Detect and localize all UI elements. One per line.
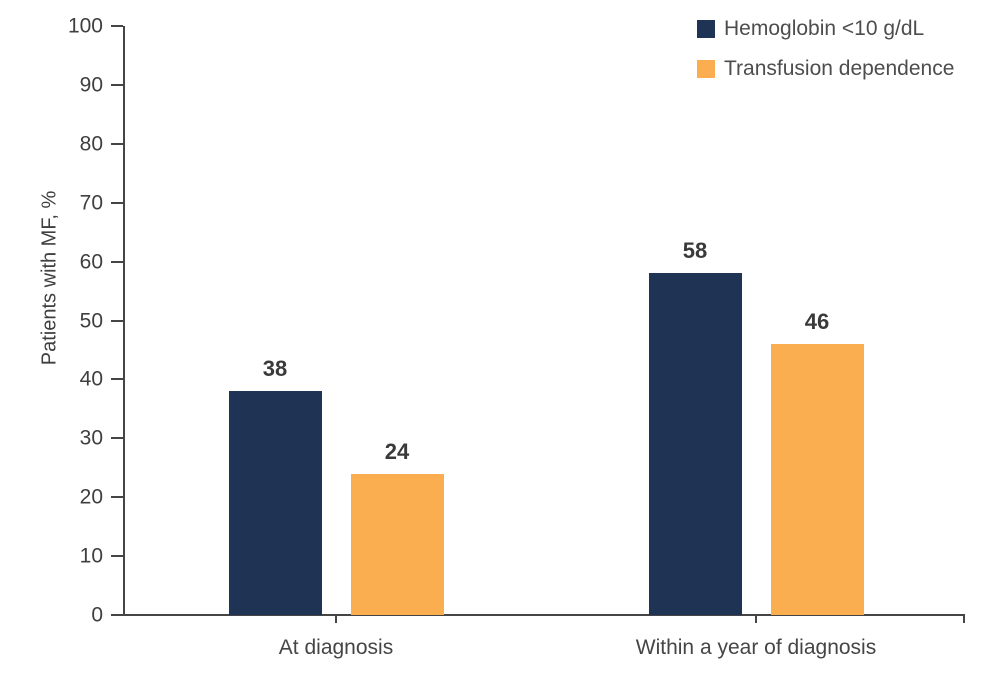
y-tick-label: 30 [79, 426, 103, 450]
legend-swatch-icon [697, 60, 715, 78]
bar-hemoglobin-cat0 [228, 391, 322, 615]
legend-label: Transfusion dependence [724, 57, 955, 80]
y-tick-mark [111, 555, 123, 558]
y-tick-mark [111, 614, 123, 616]
y-axis-title: Patients with MF, % [38, 190, 61, 366]
y-tick-label: 40 [79, 367, 103, 391]
legend-swatch-icon [697, 20, 715, 38]
bar-value-label: 38 [262, 356, 288, 382]
x-category-label: At diagnosis [278, 636, 394, 659]
y-tick-label: 50 [79, 309, 103, 332]
legend-row: Hemoglobin <10 g/dL [697, 17, 954, 41]
y-tick-label: 10 [79, 544, 103, 568]
bar-transfusion-cat1 [770, 344, 864, 615]
y-tick-label: 90 [79, 73, 103, 97]
y-tick-mark [111, 319, 123, 322]
bar-value-label: 24 [384, 438, 410, 464]
legend-label: Hemoglobin <10 g/dL [724, 17, 925, 40]
x-category-label: Within a year of diagnosis [635, 636, 877, 659]
y-tick-mark [111, 260, 123, 263]
bar-value-label: 46 [804, 309, 830, 335]
y-tick-mark [111, 201, 123, 204]
x-tick-mark [755, 616, 757, 623]
x-axis-line [123, 614, 965, 616]
legend-row: Transfusion dependence [697, 57, 954, 81]
x-axis-end-tick [963, 616, 965, 623]
y-tick-label: 80 [79, 132, 103, 156]
y-tick-label: 60 [79, 250, 103, 274]
y-tick-mark [111, 378, 123, 381]
y-tick-mark [111, 437, 123, 440]
chart-legend: Hemoglobin <10 g/dL Transfusion dependenc… [697, 17, 954, 97]
y-tick-mark [111, 25, 123, 27]
y-tick-mark [111, 83, 123, 86]
y-tick-label: 0 [91, 603, 103, 627]
y-tick-mark [111, 142, 123, 145]
bar-value-label: 58 [682, 238, 708, 264]
y-tick-mark [111, 496, 123, 499]
bar-transfusion-cat0 [350, 473, 444, 615]
y-tick-label: 20 [79, 485, 103, 509]
y-axis-line [123, 26, 125, 616]
y-tick-label: 100 [67, 14, 103, 38]
bar-hemoglobin-cat1 [648, 273, 742, 615]
x-tick-mark [335, 616, 337, 623]
y-tick-label: 70 [79, 191, 103, 215]
